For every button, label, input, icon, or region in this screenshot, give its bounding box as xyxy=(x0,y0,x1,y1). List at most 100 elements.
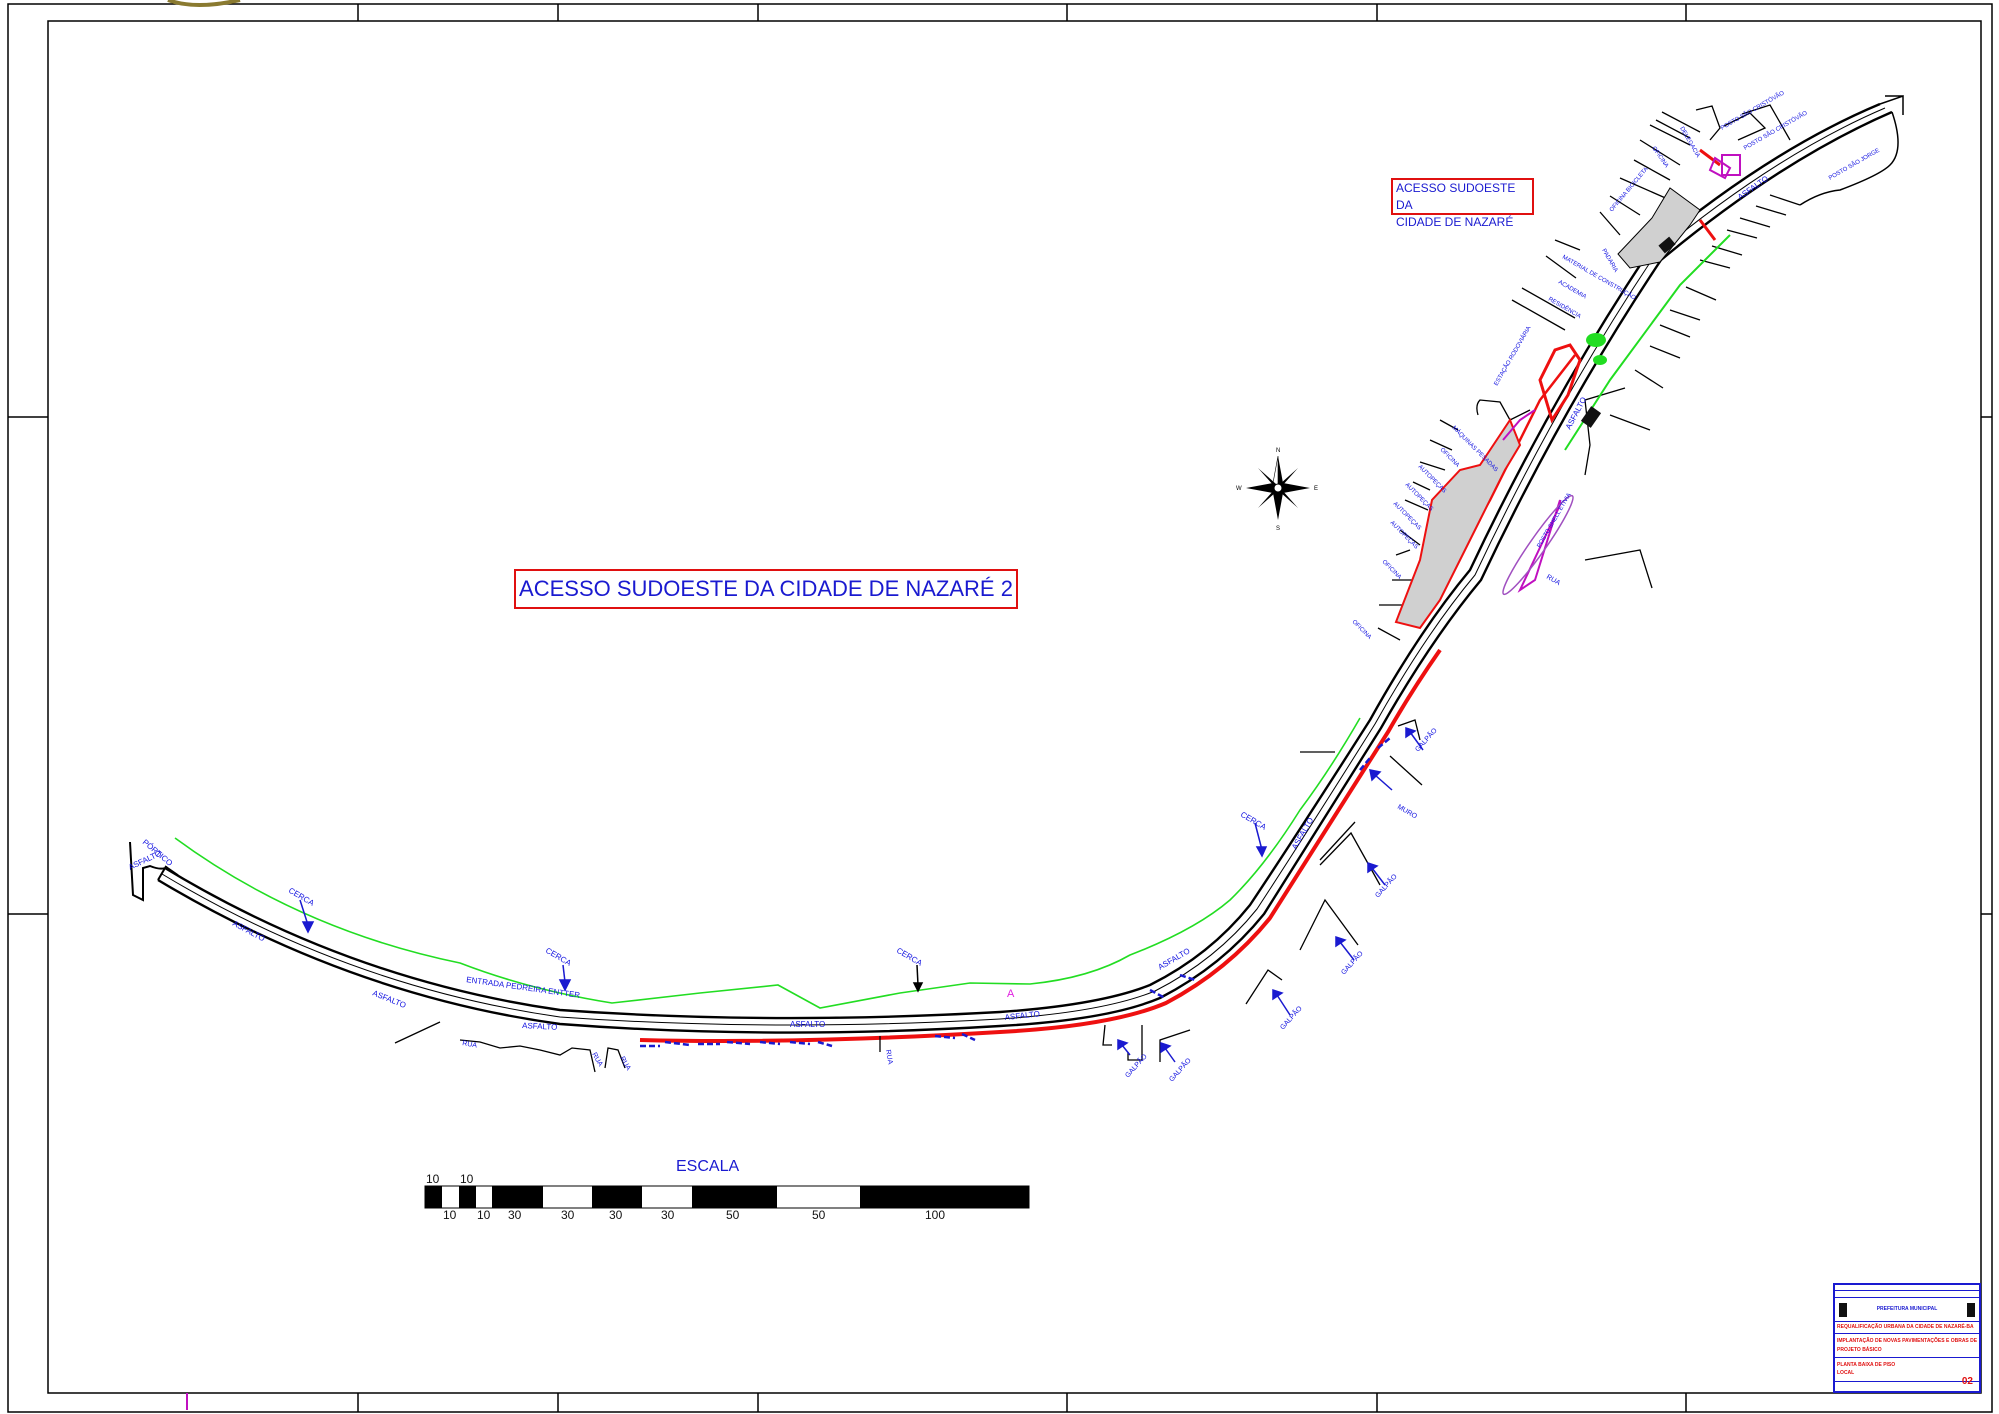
black-block-2 xyxy=(1658,236,1676,254)
blue-arrows xyxy=(299,726,1424,1063)
scale-number: 50 xyxy=(726,1208,740,1222)
scale-number: 30 xyxy=(609,1208,623,1222)
sheet-subtitle-line1: ACESSO SUDOESTE DA xyxy=(1396,181,1516,212)
label-autopecas-3: AUTOPEÇAS xyxy=(1404,482,1434,512)
title-block-rule xyxy=(1835,1381,1979,1382)
label-rua-4: RUA xyxy=(884,1049,894,1065)
east-building-edges xyxy=(1584,194,1801,589)
sheet-subtitle: ACESSO SUDOESTE DA CIDADE DE NAZARÉ xyxy=(1391,178,1534,229)
label-cerca-3: CERCA xyxy=(895,946,924,968)
title-block-org: PREFEITURA MUNICIPAL xyxy=(1876,1306,1938,1312)
road-edge-north xyxy=(164,102,1881,1020)
label-galpao-5: GALPÃO xyxy=(1123,1052,1149,1080)
compass-south: S xyxy=(1276,526,1280,532)
label-posto-sao-cristovao-1: POSTO SÃO CRISTÓVÃO xyxy=(1720,89,1786,131)
title-block-logo xyxy=(1839,1303,1847,1317)
title-block-logo xyxy=(1967,1303,1975,1317)
title-block-rule xyxy=(1835,1321,1979,1322)
title-block-location: LOCAL xyxy=(1837,1370,1855,1376)
scale-label: ESCALA xyxy=(676,1158,740,1175)
title-block-project: REQUALIFICAÇÃO URBANA DA CIDADE DE NAZAR… xyxy=(1837,1324,1974,1330)
frame-ticks xyxy=(8,4,1992,1412)
scale-top-number: 10 xyxy=(426,1172,440,1186)
label-rua-3: RUA xyxy=(618,1056,632,1073)
gas-station-canopy xyxy=(1721,154,1741,176)
black-arrows xyxy=(164,865,924,993)
title-block-rule xyxy=(1835,1333,1979,1334)
label-estacao: ESTAÇÃO RODOVIÁRIA xyxy=(1493,325,1533,387)
road-end-arrow xyxy=(1879,94,1904,115)
label-oficina-1: OFICINA xyxy=(1351,619,1372,640)
scale-number: 30 xyxy=(561,1208,575,1222)
label-asfalto-6: ASFALTO xyxy=(1004,1009,1040,1022)
scale-bar xyxy=(424,1185,1030,1209)
compass-rose: N S E W xyxy=(1236,448,1318,532)
label-galpao-1: GALPÃO xyxy=(1413,726,1439,754)
grey-lot-upper xyxy=(1617,187,1701,269)
label-oficina-2: OFICINA xyxy=(1381,559,1402,580)
title-block-rule xyxy=(1835,1290,1979,1291)
scale-number: 50 xyxy=(812,1208,826,1222)
grey-lot-lower xyxy=(1394,417,1522,630)
scale-top-number: 10 xyxy=(460,1172,474,1186)
label-rua-1: RUA xyxy=(462,1040,478,1050)
scale-number: 100 xyxy=(925,1208,946,1222)
green-island xyxy=(1593,355,1607,365)
magenta-marks xyxy=(1502,156,1732,593)
label-rua-5: RUA xyxy=(1545,574,1562,588)
title-block-phase: PROJETO BÁSICO xyxy=(1837,1347,1882,1353)
compass-north: N xyxy=(1276,448,1280,454)
frontage-north-buildings xyxy=(1300,104,1791,753)
road-edge-south xyxy=(157,110,1893,1034)
label-oficina-3: OFICINA xyxy=(1439,447,1460,468)
drawing-title: ACESSO SUDOESTE DA CIDADE DE NAZARÉ 2 xyxy=(514,569,1018,609)
scale-number: 10 xyxy=(477,1208,491,1222)
black-block xyxy=(1580,406,1602,428)
title-block: PREFEITURA MUNICIPAL REQUALIFICAÇÃO URBA… xyxy=(1833,1283,1981,1393)
posto-shell-island xyxy=(1502,494,1574,596)
compass-west: W xyxy=(1236,486,1242,492)
logo-fragment xyxy=(167,0,241,7)
label-academia: ACADEMIA xyxy=(1557,280,1587,301)
road-start-hook xyxy=(129,841,168,902)
inner-frame xyxy=(47,20,1982,1394)
label-posto-shell: POSTO SHELL ETÍVIA xyxy=(1536,492,1573,549)
blue-curbs xyxy=(640,737,1391,1048)
label-galpao-2: GALPÃO xyxy=(1373,872,1399,900)
frontage-south xyxy=(394,719,1423,1073)
red-lot-outline xyxy=(1538,148,1721,424)
sidewalk-red xyxy=(639,648,1442,1043)
label-asfalto-10: ASFALTO xyxy=(1736,174,1770,202)
label-galpao-4: GALPÃO xyxy=(1278,1004,1304,1032)
title-block-scope: IMPLANTAÇÃO DE NOVAS PAVIMENTAÇÕES E OBR… xyxy=(1837,1338,1977,1344)
label-asfalto-2: ASFALTO xyxy=(231,919,266,944)
label-asfalto-7: ASFALTO xyxy=(1157,946,1192,971)
label-galpao-3: GALPÃO xyxy=(1339,949,1365,977)
label-residencia: RESIDÊNCIA xyxy=(1547,295,1583,320)
label-oficina-4: OFICINA xyxy=(1650,146,1669,169)
scale-number: 10 xyxy=(443,1208,457,1222)
sheet-subtitle-line2: CIDADE DE NAZARÉ xyxy=(1396,215,1514,229)
fence-line xyxy=(174,717,1361,1009)
scale-number: 30 xyxy=(508,1208,522,1222)
outer-frame xyxy=(7,3,1993,1413)
label-galpao-6: GALPÃO xyxy=(1167,1056,1193,1084)
label-asfalto-3: ASFALTO xyxy=(371,989,407,1011)
title-block-rule xyxy=(1835,1297,1979,1298)
label-padaria: PADARIA xyxy=(1600,248,1618,273)
sheet-number: 02 xyxy=(1961,1376,1973,1387)
title-block-rule xyxy=(1835,1357,1979,1358)
scale-number: 30 xyxy=(661,1208,675,1222)
road-centerline xyxy=(161,107,1886,1026)
road-end-edge xyxy=(1799,111,1899,206)
label-cerca-4: CERCA xyxy=(1239,810,1268,832)
point-marker-a: A xyxy=(1007,988,1015,1000)
compass-east: E xyxy=(1314,486,1318,492)
green-roundabout xyxy=(1586,333,1606,347)
label-cerca-2: CERCA xyxy=(544,946,573,968)
label-muro: MURO xyxy=(1396,804,1419,821)
title-block-drawing: PLANTA BAIXA DE PISO xyxy=(1837,1362,1896,1368)
label-asfalto-4: ASFALTO xyxy=(522,1021,558,1032)
label-asfalto-5: ASFALTO xyxy=(790,1020,825,1029)
